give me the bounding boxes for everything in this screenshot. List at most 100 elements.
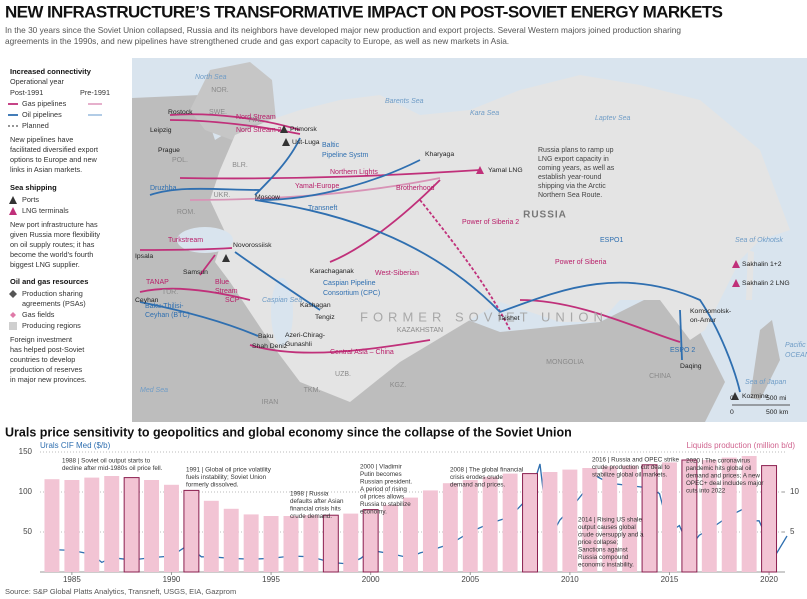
legend-text: New pipelines have: [10, 135, 73, 144]
bar: [463, 480, 478, 572]
map-label: Blue: [215, 279, 229, 286]
annotation: demand and prices; A new: [686, 473, 760, 480]
annotation: defaults after Asian: [290, 498, 344, 505]
map-label: TUR.: [162, 289, 178, 296]
scale-label: 0: [730, 409, 734, 416]
legend-text: agreements (PSAs): [22, 299, 86, 308]
bar: [443, 483, 458, 572]
map-label: RUSSIA: [523, 210, 567, 221]
map-label: KGZ.: [390, 382, 406, 389]
legend-text: Sea shipping: [10, 183, 57, 192]
annotation: crude demand.: [290, 513, 332, 520]
annotation: fuels instability; Soviet Union: [186, 474, 267, 481]
annotation: economy.: [360, 509, 387, 516]
legend-text: Post-1991: [10, 88, 43, 97]
bar: [124, 478, 139, 572]
annotation: cuts into 2022: [686, 488, 726, 495]
map-label: Kashagan: [300, 302, 331, 309]
bar: [523, 474, 538, 572]
map-label: West-Siberian: [375, 270, 419, 277]
chart-title: Urals price sensitivity to geopolitics a…: [5, 425, 572, 439]
map-label: IRAN: [262, 399, 279, 406]
annotation: financial crisis hits: [290, 506, 341, 513]
map-label: Komsomolsk-: [690, 308, 731, 315]
annotation: A period of rising: [360, 486, 407, 493]
map-label: Shah Deniz: [252, 343, 288, 350]
annotation: 2014 | Rising US shale: [578, 517, 642, 524]
map-label: Baltic: [322, 142, 340, 149]
source: Source: S&P Global Platts Analytics, Tra…: [5, 587, 236, 596]
axis-title: Liquids production (million b/d): [687, 441, 796, 450]
legend-text: Operational year: [10, 77, 65, 86]
y2-tick-label: 10: [790, 487, 799, 496]
bar: [343, 514, 358, 572]
bar: [662, 462, 677, 572]
map-label: Consortium (CPC): [323, 290, 380, 297]
map-note: coming years, as well as: [538, 165, 615, 172]
y-tick-label: 100: [19, 487, 33, 496]
legend-text: Oil pipelines: [22, 110, 62, 119]
annotation: 2000 | Vladimir: [360, 464, 402, 471]
annotation: demand and prices.: [450, 482, 506, 489]
map-note: establish year-round: [538, 174, 602, 181]
map-label: Ipsala: [135, 253, 153, 260]
bar: [323, 515, 338, 572]
bar: [204, 501, 219, 572]
x-tick-label: 2020: [760, 575, 778, 584]
map-label: BLR.: [232, 162, 248, 169]
map-label: Ceyhan (BTC): [145, 312, 190, 319]
map-label: Prague: [158, 147, 180, 154]
annotation: oil prices allows: [360, 494, 404, 501]
x-tick-label: 1995: [262, 575, 280, 584]
axis-title: Urals CIF Med ($/b): [40, 441, 111, 450]
map-note: Northern Sea Route.: [538, 192, 602, 199]
map-label: Pacific: [785, 342, 806, 349]
bar: [224, 509, 239, 572]
bar: [363, 510, 378, 572]
bar: [184, 490, 199, 572]
map-label: Taishet: [498, 315, 520, 322]
annotation: Russian president.: [360, 479, 412, 486]
map-label: Tengiz: [315, 314, 335, 321]
map-label: ROM.: [177, 209, 195, 216]
annotation: formerly dissolved.: [186, 482, 239, 489]
subtitle: In the 30 years since the Soviet Union c…: [5, 25, 681, 35]
annotation: 1988 | Soviet oil output starts to: [62, 458, 151, 465]
annotation: 1991 | Global oil price volatility: [186, 467, 272, 474]
map-label: Sea of Japan: [745, 379, 786, 386]
map-label: Samsun: [183, 269, 208, 276]
bar: [403, 498, 418, 572]
bar: [104, 476, 119, 572]
annotation: stabilize global oil markets.: [592, 472, 667, 479]
legend-text: Pre-1991: [80, 88, 110, 97]
x-tick-label: 1990: [163, 575, 181, 584]
map-label: Druzhba: [150, 185, 177, 192]
x-tick-label: 2005: [461, 575, 479, 584]
map-label: Power of Siberia 2: [462, 219, 519, 226]
map-label: ESPO 2: [670, 347, 695, 354]
x-tick-label: 2010: [561, 575, 579, 584]
map-label: POL.: [172, 157, 188, 164]
map-label: Barents Sea: [385, 98, 424, 105]
map-label: Ust-Luga: [292, 139, 320, 146]
map-label: Med Sea: [140, 387, 168, 394]
legend-text: Planned: [22, 121, 49, 130]
legend-text: options to Europe and new: [10, 155, 98, 164]
annotation: output causes global: [578, 524, 636, 531]
map-label: OCEAN: [785, 352, 807, 359]
annotation: 2008 | The global financial: [450, 467, 523, 474]
scale-label: 500 mi: [766, 395, 787, 402]
legend-text: Increased connectivity: [10, 67, 92, 76]
map-label: Leipzig: [150, 127, 172, 134]
bar: [44, 479, 59, 572]
legend-text: Foreign investment: [10, 335, 72, 344]
map-label: Baku: [258, 333, 274, 340]
map-label: Azeri-Chirag-: [285, 332, 325, 339]
map-label: Sakhalin 2 LNG: [742, 280, 790, 287]
bar: [144, 480, 159, 572]
x-tick-label: 1985: [63, 575, 81, 584]
map-label: FORMER SOVIET UNION: [360, 309, 608, 324]
map-label: Transneft: [308, 205, 337, 212]
legend-text: production of reserves: [10, 365, 83, 374]
map-label: KAZAKHSTAN: [397, 327, 443, 334]
